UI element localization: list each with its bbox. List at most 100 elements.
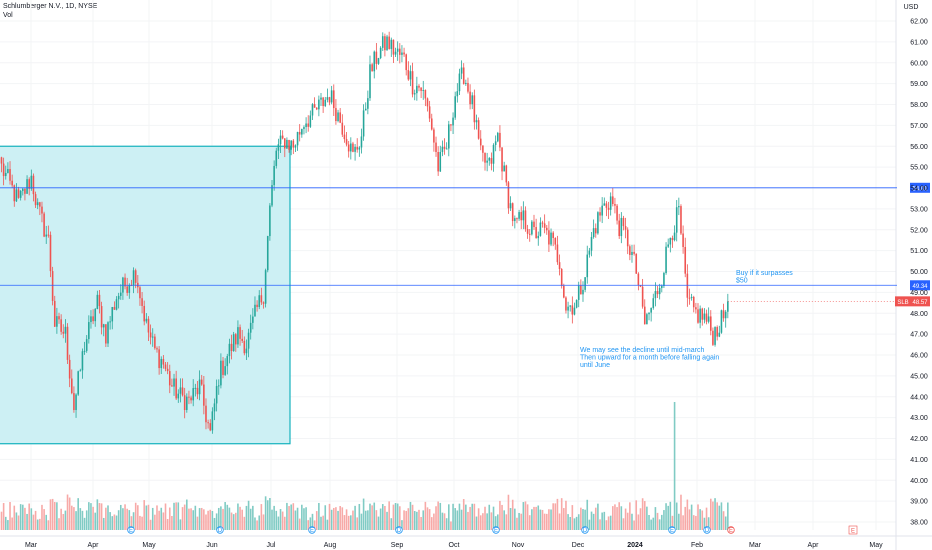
candle-body [354,146,356,152]
annotation-text[interactable]: until June [580,362,610,369]
volume-bar [213,517,216,530]
candle-body [60,319,62,332]
time-tick-label: Nov [512,542,525,549]
candles [0,31,729,434]
candle-body [448,124,450,149]
volume-bar [622,518,625,530]
volume-bar [186,499,188,530]
annotation-text[interactable]: Then upward for a month before falling a… [580,355,719,362]
annotation-text[interactable]: $50 [736,278,748,285]
candle-body [275,150,278,166]
candle-body [399,48,401,55]
candle-body [149,332,152,338]
candle-body [277,144,280,151]
event-marker-label: D [583,528,588,534]
volume-bar [252,505,254,530]
volume-bar [690,504,693,530]
volume-bar [2,503,5,530]
price-tick-label: 47.00 [910,332,928,339]
candle-body [669,237,672,245]
candle-body [343,134,346,140]
candle-body [663,273,665,287]
candle-body [588,250,591,255]
volume-bar [686,499,689,530]
volume-indicator-label[interactable]: Vol [3,12,13,19]
annotation-text[interactable]: We may see the decline until mid-march [580,347,704,354]
candle-body [39,202,41,207]
volume-bar [147,504,150,530]
volume-bar [569,516,572,530]
candle-body [411,71,414,95]
volume-bar [53,501,56,530]
volume-bar [658,519,661,530]
candle-body [571,305,574,315]
event-marker-icon[interactable] [492,526,500,534]
candle-body [507,182,510,209]
candle-body [499,132,501,148]
candle-body [607,207,610,210]
volume-bar [507,494,510,530]
candle-body [290,140,292,150]
volume-bar [98,503,101,530]
candle-body [53,300,56,327]
candle-body [256,304,258,307]
annotations: We may see the decline until mid-marchTh… [580,270,793,369]
price-tick-label: 57.00 [910,123,928,130]
candle-body [36,202,39,206]
event-marker-icon[interactable] [127,526,135,534]
event-marker-icon[interactable] [308,526,316,534]
event-marker-icon[interactable] [395,526,403,534]
price-tick-label: 51.00 [910,248,928,255]
candle-body [456,91,459,97]
highlight-rectangle[interactable] [0,145,291,445]
candle-body [620,217,623,237]
candle-body [422,90,425,92]
volume-bar [650,519,652,530]
event-marker-icon[interactable] [668,526,676,534]
candle-body [541,222,544,224]
candle-body [426,98,429,107]
candle-body [13,185,16,202]
candle-body [552,232,554,238]
candle-body [230,343,233,352]
volume-bar [7,520,9,530]
volume-bar [695,515,697,530]
candle-body [75,394,77,411]
candle-body [460,67,463,74]
candle-body [305,123,307,128]
volume-bar [609,515,612,530]
volume-bar [422,510,425,530]
candle-body [629,246,631,255]
volume-bar [168,507,171,530]
price-tick-label: 58.00 [910,102,928,109]
volume-bar [684,506,687,530]
candle-body [722,310,725,319]
event-marker-icon[interactable] [581,526,589,534]
volume-bar [522,502,525,530]
volume-bar [582,509,584,530]
candle-body [356,146,359,150]
candle-body [245,348,248,354]
candle-body [465,82,467,84]
candle-body [322,97,324,107]
event-marker-icon[interactable] [703,526,711,534]
candle-body [401,52,403,55]
candle-body [283,138,286,149]
candle-body [298,131,301,135]
price-tick-label: 52.00 [910,227,928,234]
volume-bar [433,513,435,530]
earnings-marker-icon[interactable] [848,525,858,535]
candle-body [209,423,212,431]
annotation-text[interactable]: Buy if it surpasses [736,270,793,277]
candle-body [335,108,337,122]
candle-body [597,212,599,234]
volume-bar [134,502,137,530]
candle-body [288,139,290,150]
volume-bar [699,509,701,530]
volume-bar [392,504,395,530]
event-marker-icon[interactable] [727,526,735,534]
event-marker-icon[interactable] [216,526,224,534]
candle-body [217,385,220,387]
